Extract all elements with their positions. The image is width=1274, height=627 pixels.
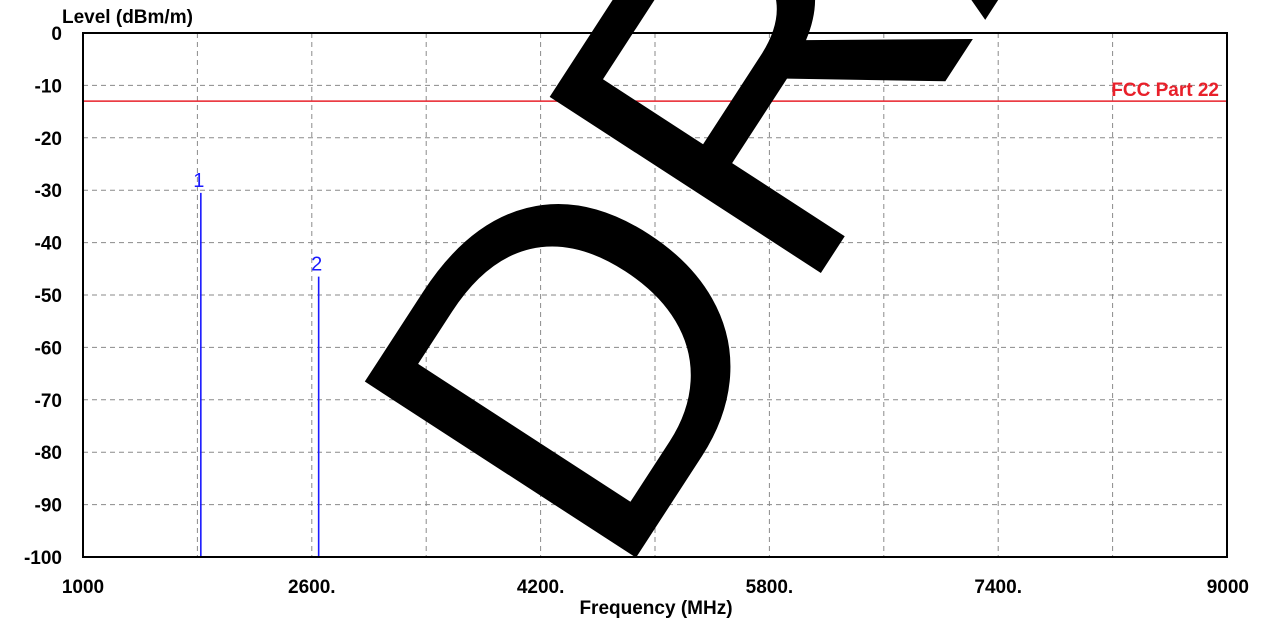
y-tick-label: -70	[35, 391, 62, 412]
x-tick-label: 1000	[62, 577, 104, 598]
y-tick-label: -90	[35, 496, 62, 517]
x-tick-label: 5800.	[746, 577, 794, 598]
y-tick-label: -10	[35, 76, 62, 97]
x-axis-label: Frequency (MHz)	[579, 598, 732, 619]
x-tick-label: 7400.	[974, 577, 1022, 598]
y-tick-label: -80	[35, 443, 62, 464]
y-tick-label: -30	[35, 181, 62, 202]
x-tick-label: 2600.	[288, 577, 336, 598]
marker-label: 1	[193, 170, 204, 192]
y-tick-label: -40	[35, 234, 62, 255]
y-tick-label: -20	[35, 129, 62, 150]
y-tick-label: -50	[35, 286, 62, 307]
y-tick-label: -100	[24, 548, 62, 569]
plot-frame	[82, 32, 1228, 558]
series: FCC Part 22 1 2	[83, 80, 1227, 557]
grid	[83, 33, 1227, 557]
y-tick-label: -60	[35, 338, 62, 359]
y-tick-label: 0	[51, 24, 62, 45]
y-axis-label: Level (dBm/m)	[62, 7, 193, 28]
x-tick-label: 4200.	[517, 577, 565, 598]
x-tick-label: 9000	[1207, 577, 1249, 598]
limit-line-label: FCC Part 22	[1111, 80, 1219, 101]
marker-label: 2	[311, 254, 322, 276]
